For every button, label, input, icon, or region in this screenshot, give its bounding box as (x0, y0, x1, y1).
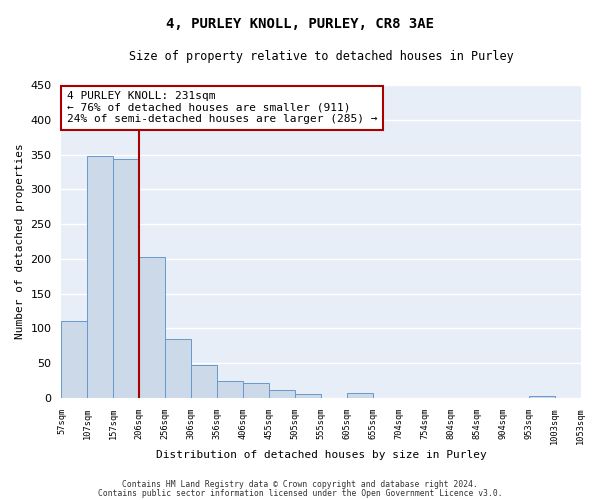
Bar (217, 380, 243, 398)
Text: Contains HM Land Registry data © Crown copyright and database right 2024.: Contains HM Land Registry data © Crown c… (122, 480, 478, 489)
Bar (529, 396, 554, 398)
Y-axis label: Number of detached properties: Number of detached properties (15, 144, 25, 340)
Bar (165, 339, 191, 398)
Bar (88, 156, 113, 398)
Title: Size of property relative to detached houses in Purley: Size of property relative to detached ho… (128, 50, 514, 63)
Bar (295, 394, 321, 398)
Bar (61, 322, 88, 398)
Bar (243, 382, 269, 398)
Bar (191, 366, 217, 398)
X-axis label: Distribution of detached houses by size in Purley: Distribution of detached houses by size … (155, 450, 487, 460)
Bar (269, 390, 295, 398)
Text: 4, PURLEY KNOLL, PURLEY, CR8 3AE: 4, PURLEY KNOLL, PURLEY, CR8 3AE (166, 18, 434, 32)
Bar (113, 160, 139, 398)
Text: 4 PURLEY KNOLL: 231sqm
← 76% of detached houses are smaller (911)
24% of semi-de: 4 PURLEY KNOLL: 231sqm ← 76% of detached… (67, 92, 377, 124)
Bar (347, 393, 373, 398)
Text: Contains public sector information licensed under the Open Government Licence v3: Contains public sector information licen… (98, 488, 502, 498)
Bar (139, 257, 165, 398)
